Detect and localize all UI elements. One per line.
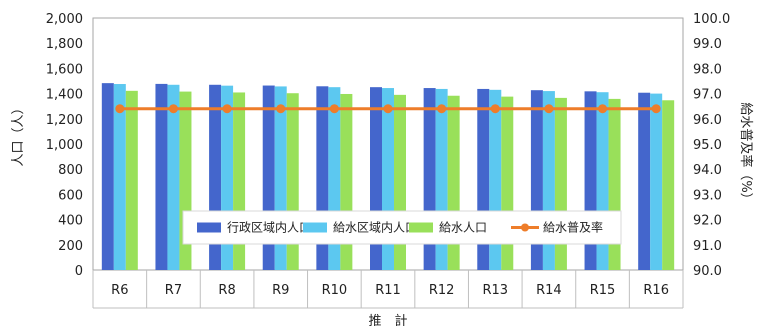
bar [638, 92, 651, 270]
bar [650, 93, 663, 270]
x-category-label: R13 [482, 283, 508, 298]
y-left-tick-label: 800 [58, 163, 83, 178]
y-right-tick-label: 95.0 [693, 138, 722, 153]
y-right-tick-label: 96.0 [693, 113, 722, 128]
y-right-tick-label: 93.0 [693, 188, 722, 203]
rate-point [276, 104, 286, 114]
x-category-label: R9 [272, 283, 289, 298]
legend-label: 給水普及率 [543, 220, 603, 235]
plot-area: 0 200 400 600 800 1,000 1,200 1,400 1,600 1,800 2,… [11, 12, 754, 326]
bar [125, 90, 138, 270]
x-category-label: R12 [429, 283, 455, 298]
y-left-tick-label: 1,200 [46, 113, 83, 128]
y-right-tick-label: 97.0 [693, 88, 722, 103]
y-right-axis-title: 給水普及率（%） [738, 102, 754, 205]
y-right-tick-label: 90.0 [693, 264, 722, 279]
y-left-tick-label: 600 [58, 188, 83, 203]
y-left-tick-label: 0 [75, 264, 83, 279]
x-category-label: R10 [322, 283, 348, 298]
bar [155, 83, 168, 270]
y-right-tick-label: 92.0 [693, 214, 722, 229]
legend-swatch [303, 222, 327, 233]
legend-swatch [197, 222, 221, 233]
x-category-label: R16 [643, 283, 669, 298]
x-category-label: R11 [375, 283, 401, 298]
legend-marker [521, 223, 529, 232]
legend-box [182, 210, 622, 245]
rate-point [168, 104, 178, 114]
rate-point [598, 104, 608, 114]
y-left-tick-label: 2,000 [46, 12, 83, 27]
x-category-label: R6 [111, 283, 128, 298]
chart-legend: 行政区域内人口 給水区域内人口 給水人口 給水普及率 [182, 210, 622, 245]
x-category-label: R8 [218, 283, 235, 298]
rate-point [383, 104, 393, 114]
rate-point [222, 104, 232, 114]
rate-point [490, 104, 500, 114]
rate-point [115, 104, 125, 114]
bar [113, 84, 126, 270]
rate-point [651, 104, 661, 114]
y-left-tick-label: 1,600 [46, 62, 83, 77]
y-right-tick-label: 94.0 [693, 163, 722, 178]
y-left-tick-label: 200 [58, 239, 83, 254]
bar [101, 83, 114, 270]
y-right-tick-label: 98.0 [693, 62, 722, 77]
legend-label: 行政区域内人口 [227, 221, 311, 235]
y-left-tick-label: 1,000 [46, 138, 83, 153]
y-left-tick-label: 1,400 [46, 88, 83, 103]
x-category-label: R15 [590, 283, 616, 298]
bar [501, 96, 514, 271]
legend-label: 給水人口 [439, 221, 487, 235]
rate-point [329, 104, 339, 114]
legend-swatch [409, 222, 433, 233]
y-left-tick-label: 1,800 [46, 37, 83, 52]
legend-label: 給水区域内人口 [333, 221, 417, 235]
x-axis-title: 推 計 [368, 313, 407, 326]
bar [167, 84, 180, 270]
y-right-tick-label: 91.0 [693, 239, 722, 254]
bar [662, 100, 675, 270]
y-right-tick-label: 100.0 [693, 12, 730, 27]
y-left-tick-label: 400 [58, 214, 83, 229]
y-left-axis-title: 人口（人） [11, 101, 26, 166]
rate-point [437, 104, 447, 114]
x-category-label: R14 [536, 283, 562, 298]
rate-point [544, 104, 554, 114]
y-right-tick-label: 99.0 [693, 37, 722, 52]
x-category-label: R7 [165, 283, 182, 298]
